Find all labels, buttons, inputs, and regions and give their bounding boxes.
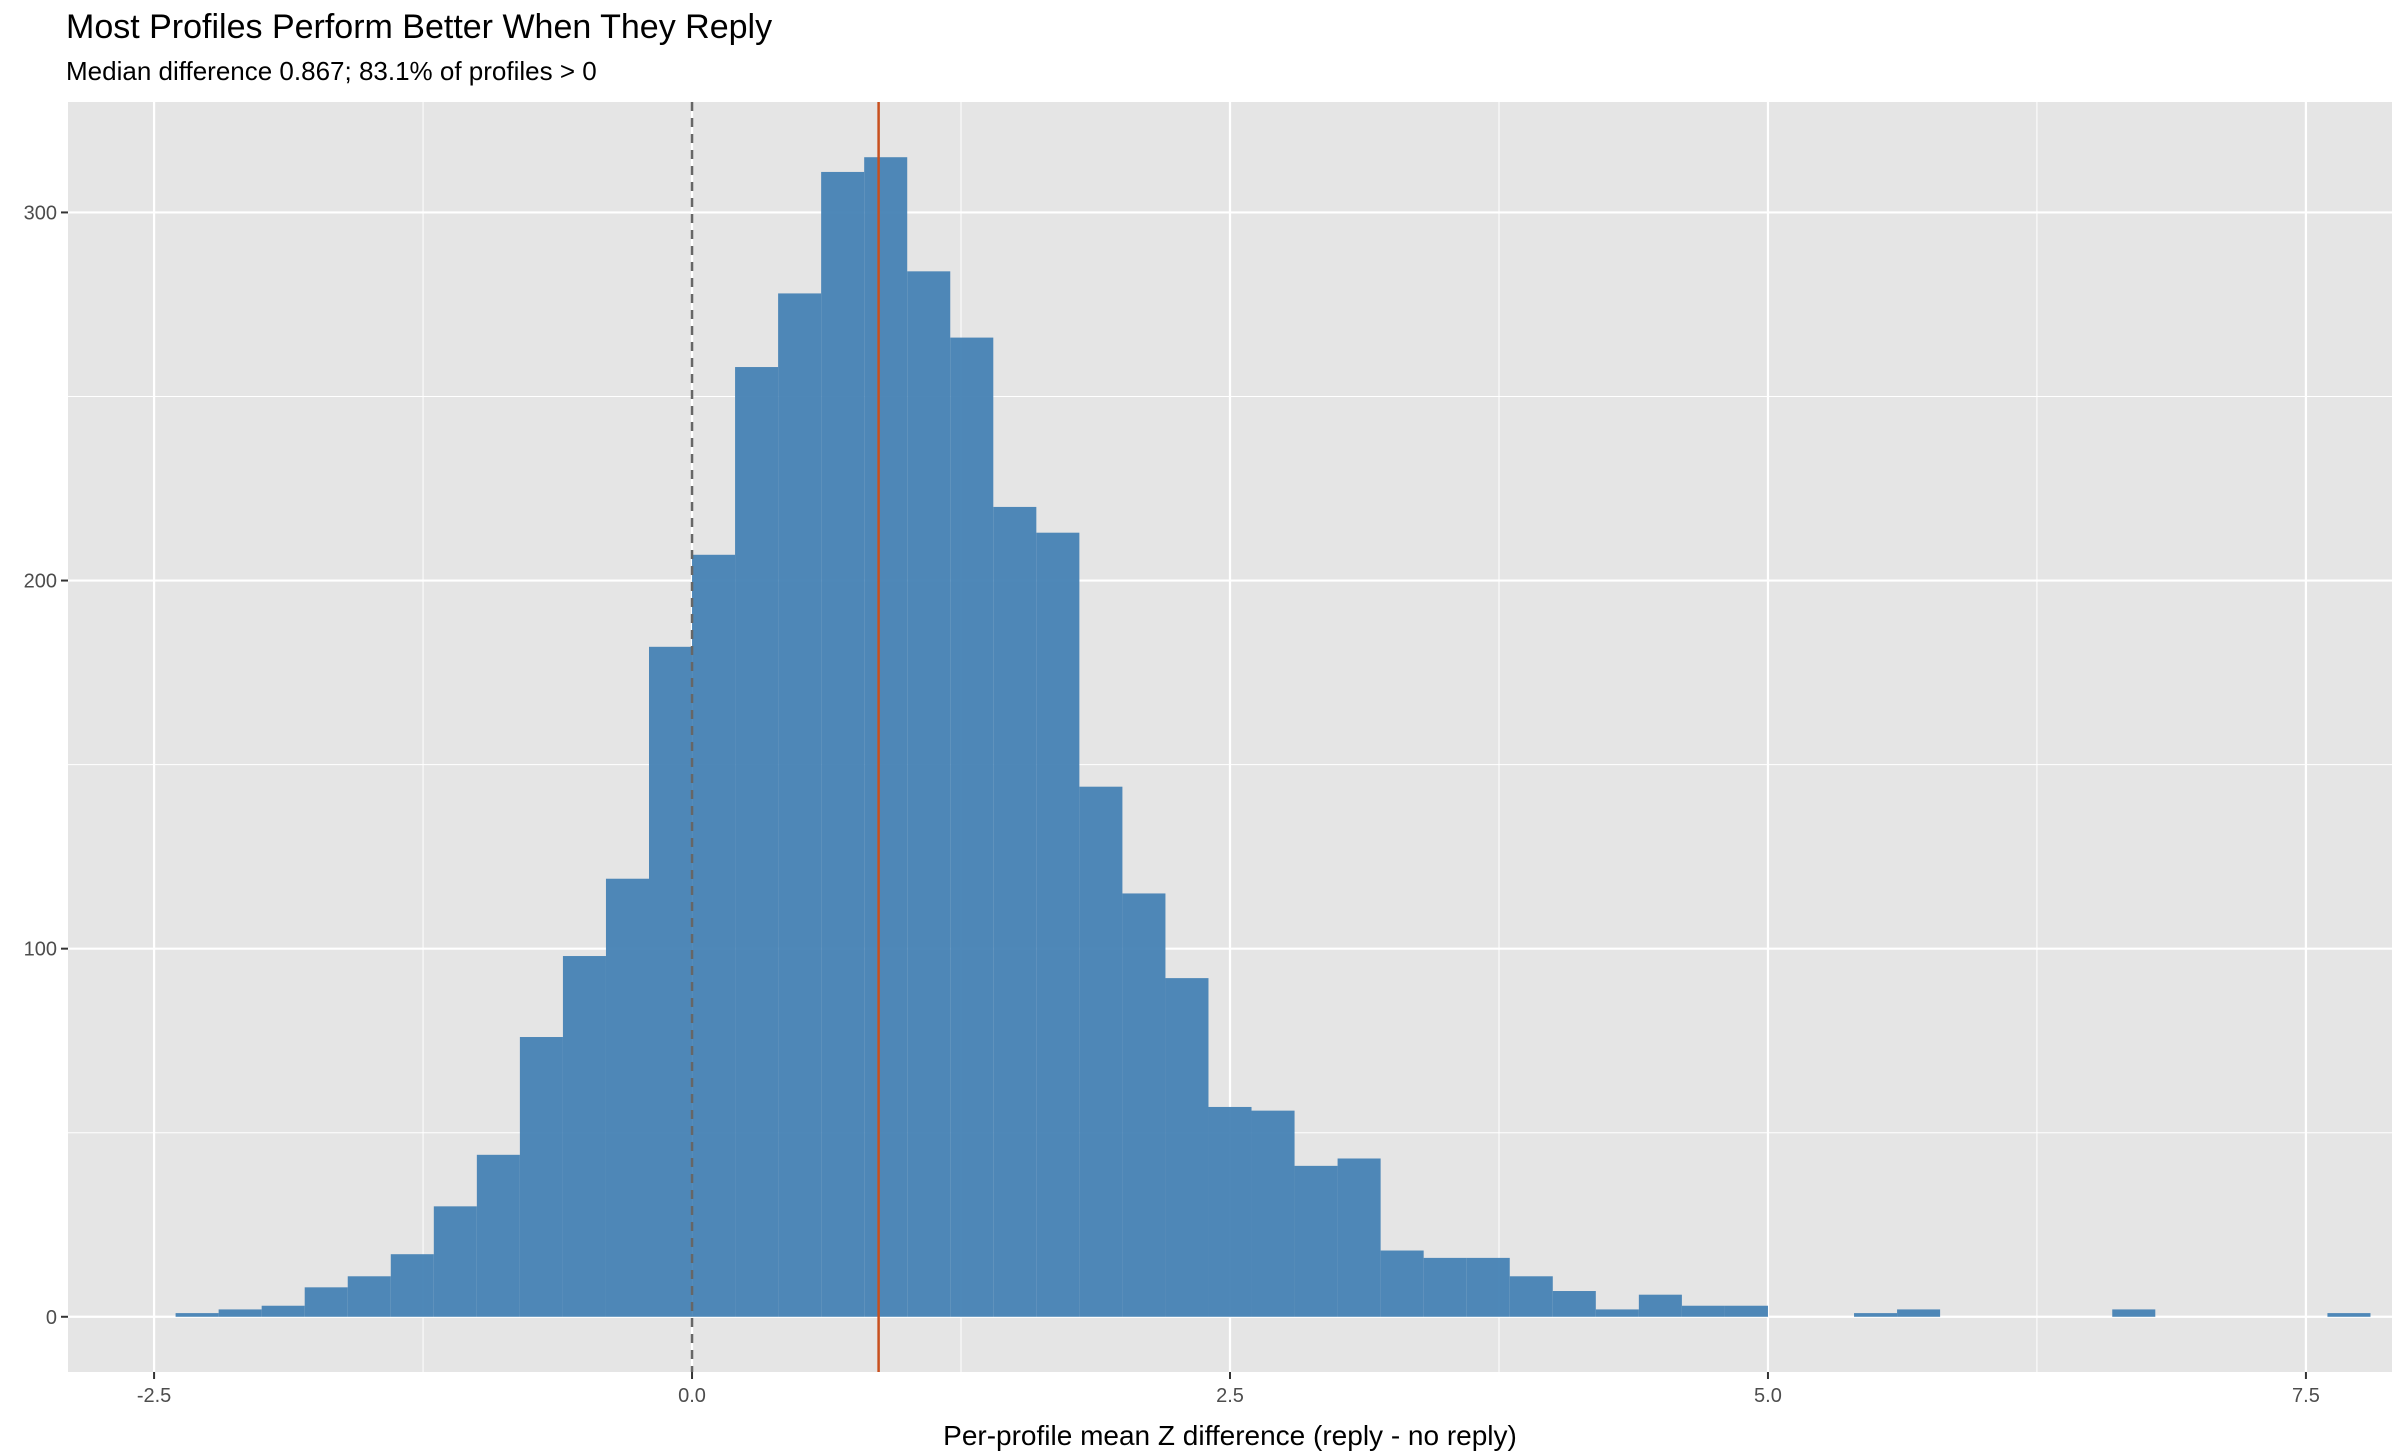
reference-lines xyxy=(690,102,880,1372)
histogram-bar xyxy=(1079,786,1123,1317)
histogram-bar xyxy=(1466,1257,1510,1317)
histogram-bar xyxy=(692,554,736,1317)
histogram-bar xyxy=(304,1287,348,1317)
x-tick-label: 7.5 xyxy=(2292,1385,2320,1407)
x-tick-label: 5.0 xyxy=(1754,1385,1782,1407)
histogram-bar xyxy=(778,293,822,1317)
histogram-bar xyxy=(433,1206,477,1317)
chart-title: Most Profiles Perform Better When They R… xyxy=(66,8,773,46)
histogram-bar xyxy=(1552,1291,1596,1317)
histogram-bar xyxy=(907,271,951,1317)
x-tick-label: 2.5 xyxy=(1216,1385,1244,1407)
histogram-bar xyxy=(821,171,865,1317)
histogram-bar xyxy=(1165,978,1209,1317)
y-tick-label: 0 xyxy=(46,1307,57,1329)
histogram-bar xyxy=(1294,1165,1338,1317)
histogram-bar xyxy=(1854,1313,1898,1317)
histogram-bar xyxy=(1595,1309,1639,1317)
histogram-bar xyxy=(2112,1309,2156,1317)
histogram-bar xyxy=(1337,1158,1381,1317)
histogram-bar xyxy=(1509,1276,1553,1317)
histogram-bar xyxy=(1724,1305,1768,1317)
histogram-bar xyxy=(175,1313,219,1317)
histogram-bar xyxy=(1251,1110,1295,1317)
histogram-bar xyxy=(390,1254,434,1317)
histogram-bar xyxy=(1208,1106,1252,1317)
histogram-bars xyxy=(175,157,2371,1317)
x-tick-label: -2.5 xyxy=(137,1385,171,1407)
histogram-bar xyxy=(864,157,908,1317)
histogram-bar xyxy=(1897,1309,1941,1317)
histogram-bar xyxy=(261,1305,305,1317)
histogram-bar xyxy=(1423,1257,1467,1317)
x-tick-label: 0.0 xyxy=(678,1385,706,1407)
histogram-bar xyxy=(218,1309,262,1317)
histogram-bar xyxy=(1380,1250,1424,1317)
histogram-bar xyxy=(519,1037,563,1317)
chart-subtitle: Median difference 0.867; 83.1% of profil… xyxy=(66,56,597,86)
histogram-bar xyxy=(1638,1294,1682,1317)
histogram-bar xyxy=(2327,1313,2371,1317)
y-tick-label: 200 xyxy=(24,571,57,593)
histogram-bar xyxy=(562,956,606,1317)
histogram-bar xyxy=(735,367,779,1317)
y-tick-label: 100 xyxy=(24,939,57,961)
histogram-bar xyxy=(950,337,994,1317)
x-axis-ticks: -2.5 0.0 2.5 5.0 7.5 xyxy=(137,1372,2320,1407)
histogram-bar xyxy=(347,1276,391,1317)
histogram-bar xyxy=(1036,532,1080,1317)
histogram-bar xyxy=(605,878,649,1317)
histogram-bar xyxy=(649,646,693,1317)
histogram-bar xyxy=(1122,893,1166,1317)
x-axis-title: Per-profile mean Z difference (reply - n… xyxy=(943,1420,1517,1451)
histogram-bar xyxy=(476,1154,520,1317)
y-tick-label: 300 xyxy=(24,202,57,224)
histogram-bar xyxy=(993,506,1037,1317)
y-axis-ticks: 0 100 200 300 xyxy=(24,202,68,1329)
histogram-bar xyxy=(1681,1305,1725,1317)
